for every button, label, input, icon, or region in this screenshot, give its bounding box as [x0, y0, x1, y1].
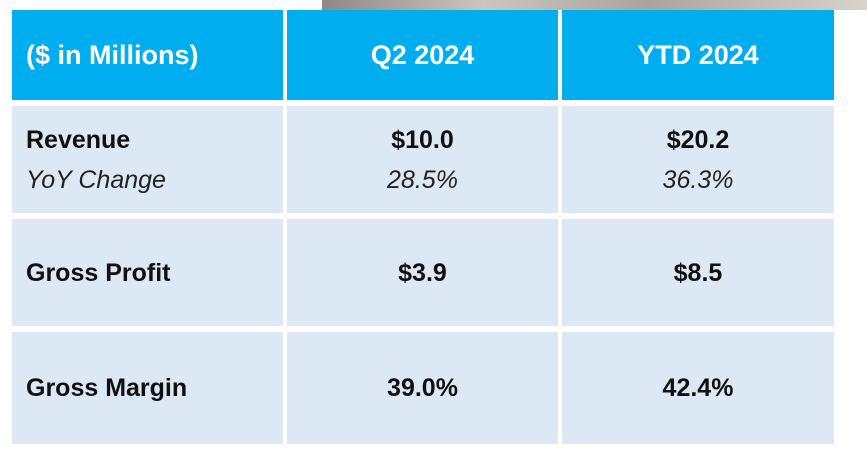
table-cell: Gross Profit: [10, 219, 285, 326]
table-cell: $3.9: [285, 219, 560, 326]
cell-value: 39.0%: [387, 374, 458, 402]
table-cell: Gross Margin: [10, 332, 285, 444]
cell-value: $10.0: [391, 125, 454, 154]
financial-table: ($ in Millions) Q2 2024 YTD 2024 Revenue YoY…: [10, 10, 836, 444]
cell-value: Revenue: [26, 125, 131, 154]
cell-subvalue: YoY Change: [26, 165, 166, 194]
cell-value: $20.2: [666, 125, 730, 154]
cell-value: 42.4%: [662, 374, 734, 402]
table-cell: $8.5: [560, 219, 836, 326]
header-cell: YTD 2024: [560, 10, 836, 100]
header-cell: ($ in Millions): [10, 10, 285, 100]
header-cell: Q2 2024: [285, 10, 560, 100]
cell-subvalue: 36.3%: [662, 165, 734, 194]
cell-value: $8.5: [673, 258, 723, 287]
table-cell: $10.0 28.5%: [285, 106, 560, 213]
table-cell: 42.4%: [560, 332, 836, 444]
cell-subvalue: 28.5%: [387, 165, 458, 194]
cell-value: Gross Margin: [26, 374, 188, 402]
header-text: YTD 2024: [637, 40, 759, 70]
cell-value: Gross Profit: [26, 258, 171, 287]
photo-strip: [322, 0, 867, 10]
table-cell: $20.2 36.3%: [560, 106, 836, 213]
table-cell: 39.0%: [285, 332, 560, 444]
cell-value: $3.9: [398, 258, 447, 287]
header-text: Q2 2024: [370, 40, 475, 70]
header-text: ($ in Millions): [26, 40, 199, 70]
table-cell: Revenue YoY Change: [10, 106, 285, 213]
